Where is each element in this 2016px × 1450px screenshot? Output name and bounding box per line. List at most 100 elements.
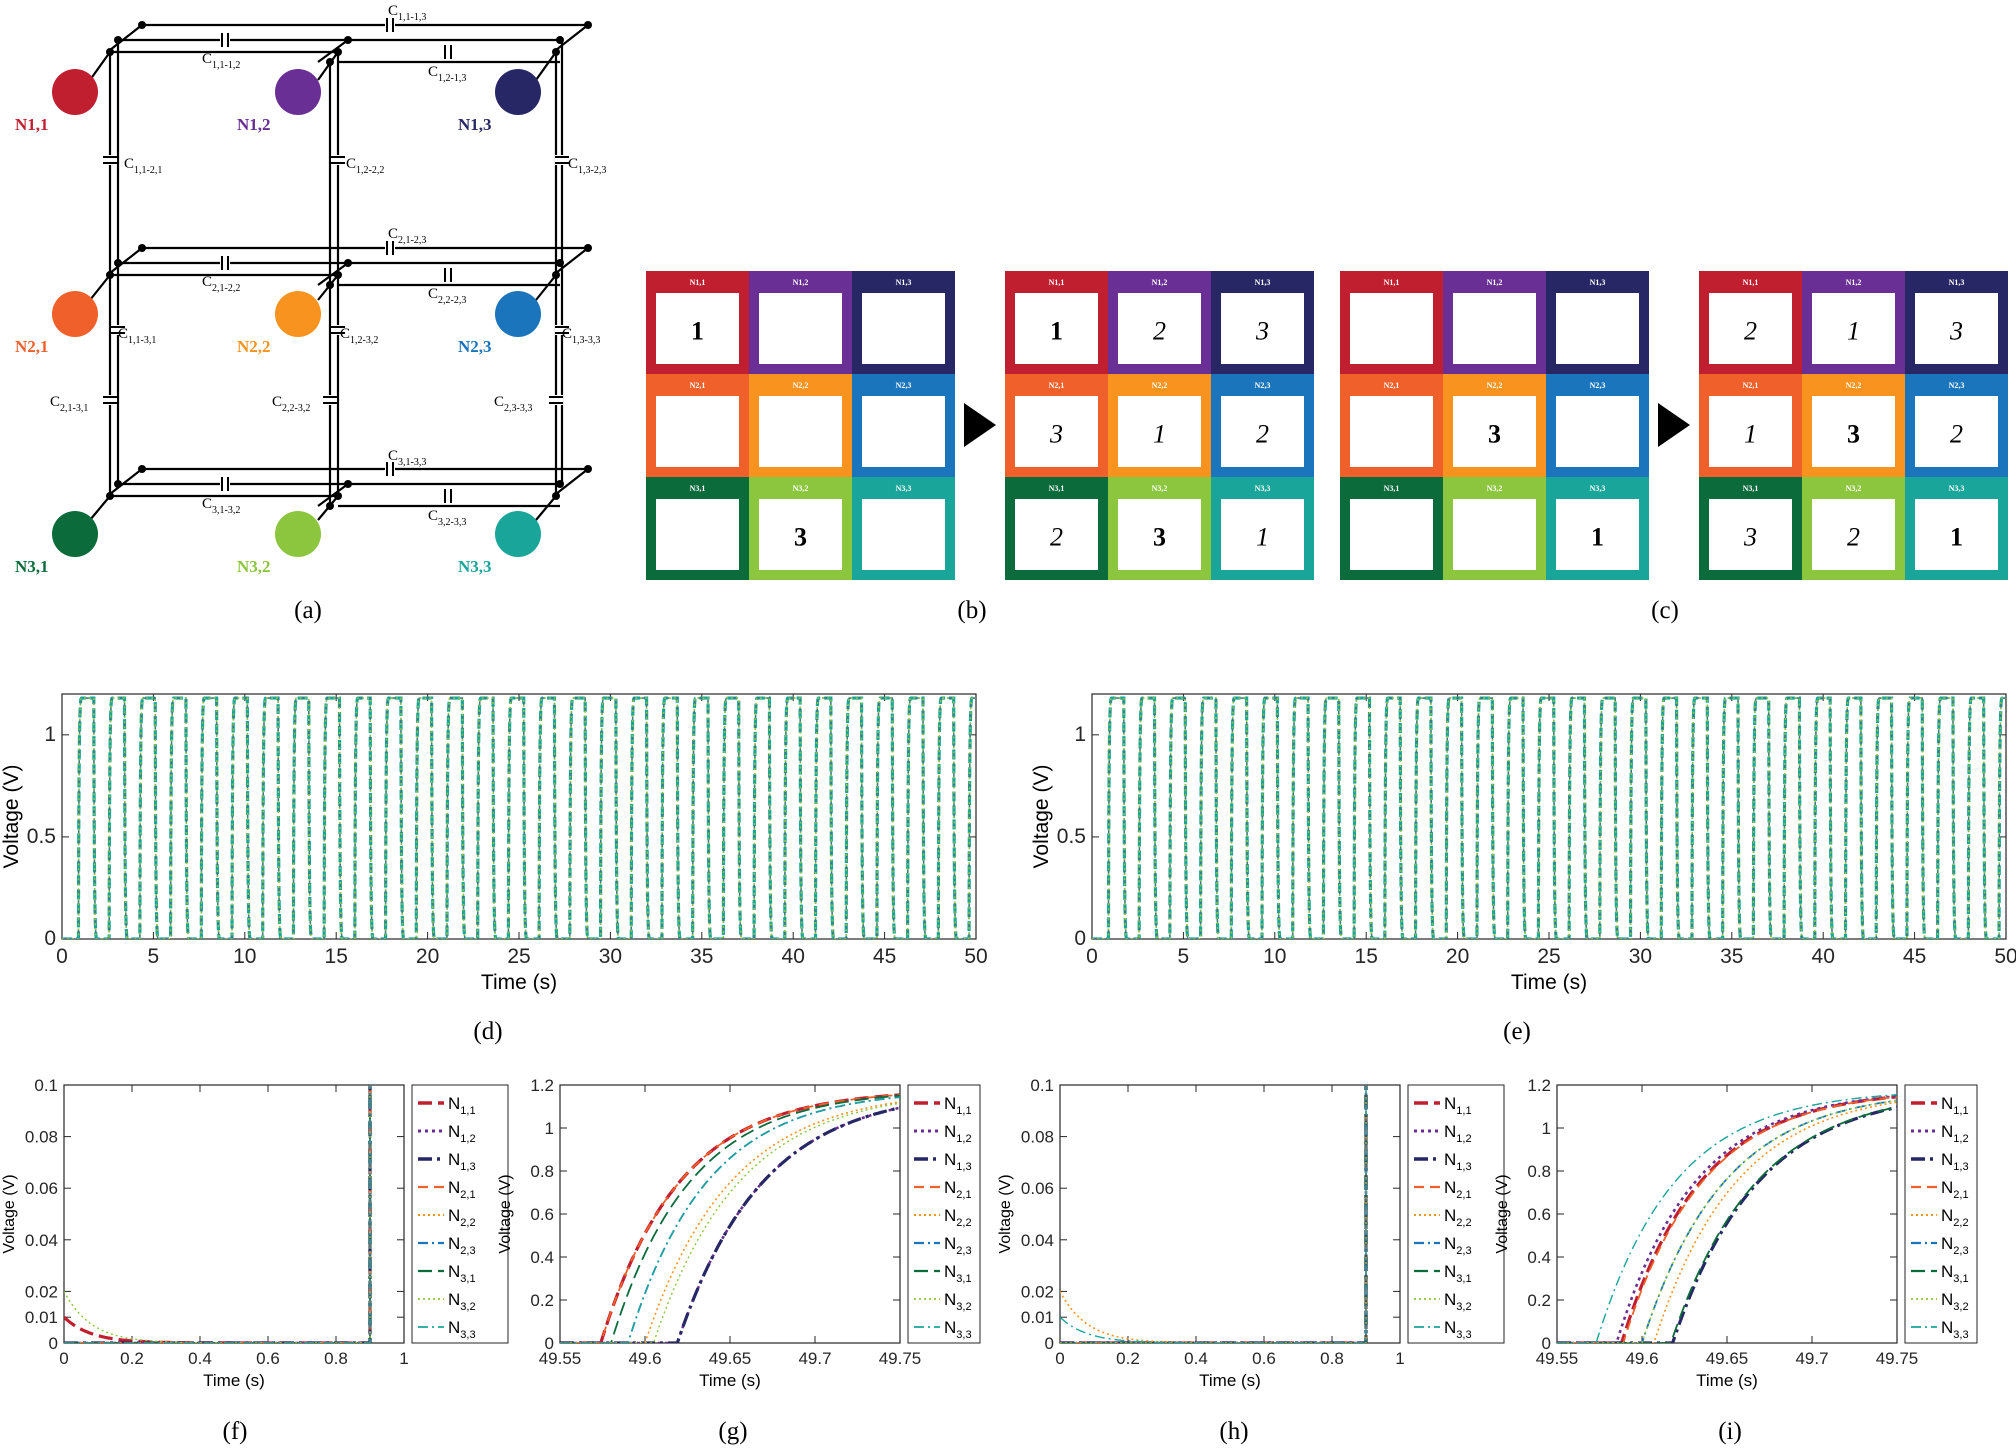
- caption: (g): [718, 1418, 747, 1445]
- grid-cell-box: [759, 293, 842, 364]
- y-tick-label: 0.8: [1527, 1162, 1551, 1181]
- x-axis-label: Time (s): [1199, 1371, 1261, 1390]
- grid-cell-box: [1915, 499, 1998, 570]
- legend-label: N1,2: [448, 1122, 476, 1145]
- legend-label: N1,3: [944, 1150, 972, 1173]
- grid-cell-box: [656, 396, 739, 467]
- capacitor-label: C1,1-1,2: [202, 51, 240, 71]
- capacitor-label: C2,3-3,3: [494, 394, 532, 414]
- y-tick-label: 0.04: [1021, 1231, 1054, 1250]
- y-tick-label: 0.01: [1021, 1308, 1054, 1327]
- y-tick-label: 0.2: [530, 1291, 554, 1310]
- x-tick-label: 0.2: [1116, 1349, 1140, 1368]
- x-tick-label: 0.6: [1252, 1349, 1276, 1368]
- grid-cell-box: [1350, 499, 1433, 570]
- legend-label: N2,1: [1444, 1178, 1472, 1201]
- cell-label: N3,3: [1590, 484, 1606, 493]
- y-tick-label: 0.02: [25, 1282, 58, 1301]
- capacitor-label: C1,1-1,3: [388, 3, 426, 23]
- sudoku-grid: N1,1 1 N1,2 N1,3 N2,1 N2,2 N2,3 N3,1 N3,2 3 N3,3: [646, 271, 955, 580]
- cell-label: N3,3: [1255, 484, 1271, 493]
- capacitor-gap: [549, 395, 563, 405]
- capacitor-gap: [323, 395, 337, 405]
- node-label: N2,3: [458, 337, 492, 356]
- cell-label: N2,2: [793, 381, 809, 390]
- node-n31: [52, 511, 98, 557]
- capacitor-gap: [331, 325, 345, 335]
- cell-label: N3,2: [793, 484, 809, 493]
- cell-value: 2: [1050, 523, 1063, 552]
- series-line: [1557, 1096, 1897, 1343]
- cell-label: N2,2: [1152, 381, 1168, 390]
- legend-label: N3,3: [1444, 1318, 1472, 1341]
- x-tick-label: 0.8: [1320, 1349, 1344, 1368]
- chart-i: 49.55 49.6 49.65 49.7 49.75 0 0.2 0.4 0.6 0.8 1 1.2…: [1494, 1076, 1978, 1390]
- cell-label: N1,2: [1487, 278, 1503, 287]
- x-tick-label: 0: [1055, 1349, 1064, 1368]
- x-tick-label: 1: [399, 1349, 408, 1368]
- grid-cell-box: [1915, 293, 1998, 364]
- legend-label: N2,2: [448, 1206, 476, 1229]
- chart-g: 49.55 49.6 49.65 49.7 49.75 0 0.2 0.4 0.6 0.8 1 1.2…: [497, 1076, 981, 1390]
- capacitor-gap: [443, 268, 453, 282]
- x-tick-label: 30: [1629, 945, 1652, 968]
- legend-label: N2,3: [1941, 1234, 1969, 1257]
- cell-value: 1: [1256, 523, 1269, 552]
- junction-dot: [138, 465, 146, 473]
- y-tick-label: 1: [545, 1119, 554, 1138]
- x-tick-label: 10: [233, 945, 256, 968]
- caption: (a): [294, 597, 322, 624]
- legend-label: N1,3: [1941, 1150, 1969, 1173]
- cell-value: 1: [1744, 420, 1757, 449]
- node-label: N1,2: [237, 115, 271, 134]
- grid-cell-box: [862, 396, 945, 467]
- x-tick-label: 45: [873, 945, 896, 968]
- junction-dot: [584, 21, 592, 29]
- grid-cell-box: [1812, 293, 1895, 364]
- y-tick-label: 1: [1542, 1119, 1551, 1138]
- grid-cell-box: [1118, 499, 1201, 570]
- cell-value: 2: [1153, 317, 1166, 346]
- bus-line: [555, 468, 589, 495]
- node-n32: [275, 511, 321, 557]
- grid-layer: [106, 244, 592, 289]
- capacitor-gap: [220, 256, 230, 270]
- series-line: [560, 1096, 900, 1343]
- capacitor-label: C3,2-3,3: [428, 508, 466, 528]
- capacitor-label: C1,3-3,3: [562, 326, 600, 346]
- grid-cell-box: [1556, 499, 1639, 570]
- sudoku-grid: N1,1 1 N1,2 2 N1,3 3 N2,1 3 N2,2 1 N2,3 2 N3,1 2 N3,2 3…: [1005, 271, 1314, 580]
- x-tick-label: 50: [1994, 945, 2016, 968]
- bus-line: [535, 274, 557, 301]
- cell-label: N1,3: [1949, 278, 1965, 287]
- chart-e: 0 5 10 15 20 25 30 35 40 45 50 0 0.5 1 Time (s) Voltage…: [1030, 693, 2016, 994]
- series-line: [1557, 1094, 1897, 1343]
- grid-cell-box: [1221, 499, 1304, 570]
- cell-label: N3,1: [1049, 484, 1065, 493]
- y-tick-label: 0.4: [530, 1248, 554, 1267]
- x-tick-label: 49.55: [1536, 1349, 1579, 1368]
- legend: N1,1 N1,2 N1,3 N2,1 N2,2 N2,3 N3,1 N3,2 N3,3: [411, 1084, 509, 1344]
- cell-label: N1,1: [1049, 278, 1065, 287]
- cell-label: N2,3: [896, 381, 912, 390]
- cell-value: 3: [1049, 420, 1063, 449]
- plot-area: [1059, 1084, 1401, 1344]
- cell-value: 2: [1256, 420, 1269, 449]
- legend-label: N1,3: [1444, 1150, 1472, 1173]
- x-axis-label: Time (s): [699, 1371, 761, 1390]
- cell-value: 3: [1153, 523, 1166, 552]
- caption: (b): [957, 597, 986, 624]
- y-tick-label: 0.8: [530, 1162, 554, 1181]
- capacitor-gap: [331, 155, 345, 165]
- chart-h: 0 0.2 0.4 0.6 0.8 1 0 0.01 0.02 0.04 0.06 0.08 0.1 Ti…: [997, 1076, 1505, 1390]
- grid-cell-box: [1015, 396, 1098, 467]
- y-tick-label: 0: [1045, 1334, 1054, 1353]
- x-tick-label: 50: [964, 945, 987, 968]
- series-line: [560, 1106, 900, 1343]
- cell-label: N2,3: [1590, 381, 1606, 390]
- capacitor-label: C3,1-3,3: [388, 448, 426, 468]
- grid-cell-box: [1812, 396, 1895, 467]
- legend-label: N3,1: [944, 1262, 972, 1285]
- y-tick-label: 0.06: [25, 1179, 58, 1198]
